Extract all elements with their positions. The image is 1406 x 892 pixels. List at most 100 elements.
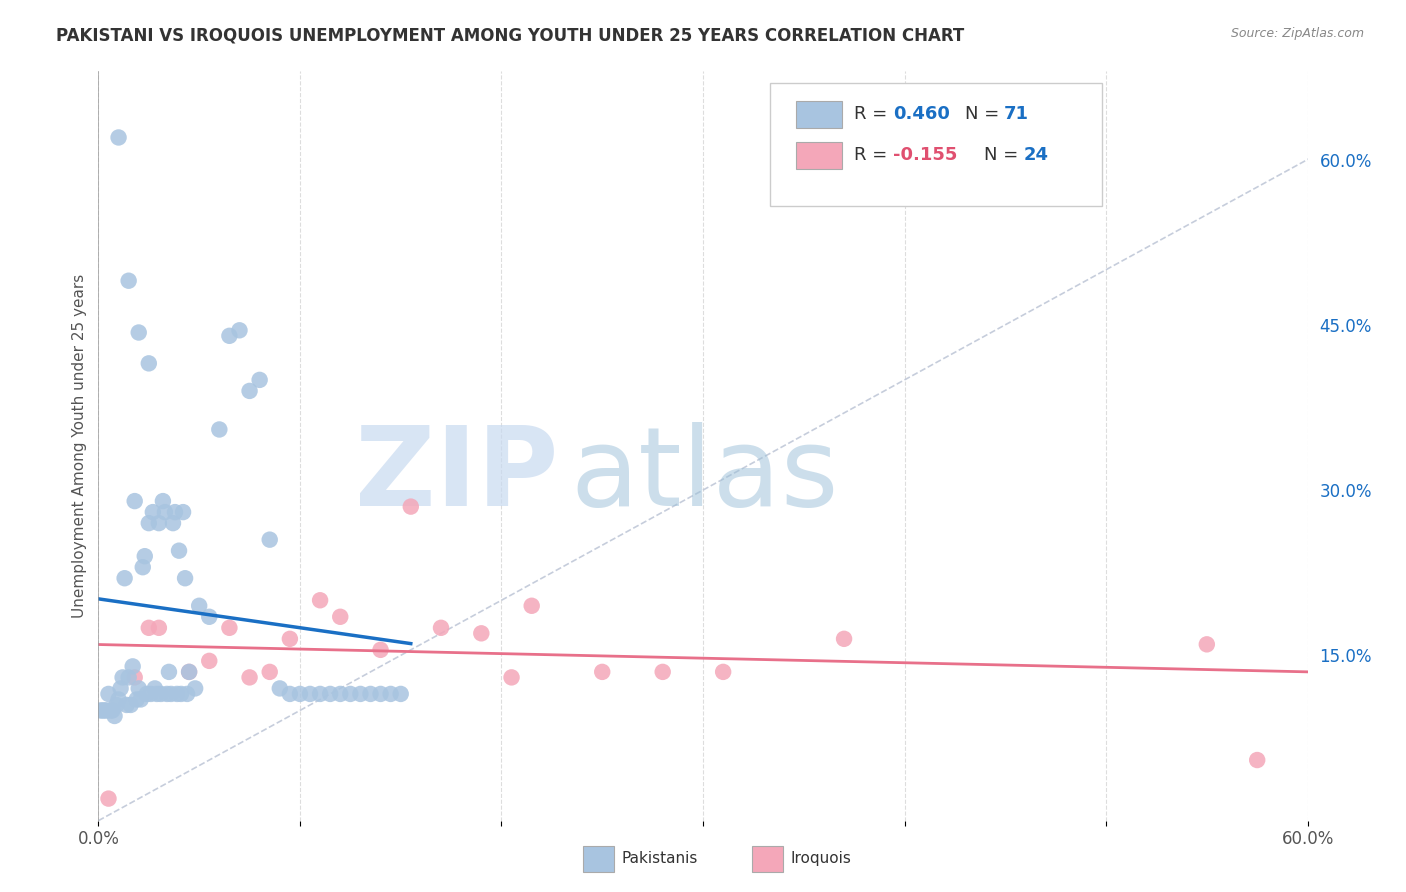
Point (501, 670, 523, 684)
Point (179, 665, 201, 679)
Text: 24: 24 (1024, 146, 1049, 164)
Point (172, 505, 194, 519)
Point (120, 698, 142, 712)
Point (118, 670, 141, 684)
Point (135, 687, 157, 701)
Point (208, 422, 231, 436)
Point (711, 665, 734, 679)
Point (89, 703, 111, 717)
Point (288, 687, 311, 701)
Point (91, 703, 114, 717)
Point (96, 703, 118, 717)
Point (146, 687, 169, 701)
Point (138, 356, 160, 370)
Point (218, 328, 240, 343)
Point (370, 687, 392, 701)
Text: 0.460: 0.460 (893, 105, 949, 123)
FancyBboxPatch shape (796, 142, 842, 169)
Point (110, 681, 132, 696)
Text: ZIP: ZIP (354, 423, 558, 530)
Point (129, 692, 152, 706)
Point (179, 665, 201, 679)
Y-axis label: Unemployment Among Youth under 25 years: Unemployment Among Youth under 25 years (72, 274, 87, 618)
Point (143, 681, 166, 696)
Point (163, 505, 186, 519)
Point (319, 687, 342, 701)
Point (239, 670, 262, 684)
Point (105, 698, 128, 712)
Point (389, 687, 412, 701)
Point (309, 687, 332, 701)
FancyBboxPatch shape (796, 101, 842, 128)
Point (160, 687, 183, 701)
Text: Iroquois: Iroquois (790, 852, 851, 866)
Point (198, 654, 221, 668)
Point (128, 326, 150, 340)
Point (100, 703, 122, 717)
Point (228, 323, 250, 337)
Point (188, 599, 211, 613)
Point (167, 543, 190, 558)
Point (360, 687, 382, 701)
Point (153, 505, 176, 519)
Point (111, 670, 134, 684)
Point (349, 687, 371, 701)
Point (259, 665, 281, 679)
Point (97, 791, 120, 805)
FancyBboxPatch shape (769, 83, 1102, 206)
Point (470, 626, 492, 640)
Point (1246, 753, 1268, 767)
Point (218, 621, 240, 635)
Point (1195, 637, 1218, 651)
Point (170, 687, 193, 701)
Point (149, 687, 172, 701)
Point (152, 494, 174, 508)
Point (97, 687, 120, 701)
Point (184, 681, 207, 696)
Point (239, 384, 262, 398)
Point (174, 571, 197, 585)
Point (124, 670, 146, 684)
Point (107, 130, 129, 145)
Text: N =: N = (966, 105, 1005, 123)
Point (115, 698, 138, 712)
Point (121, 659, 143, 673)
Text: R =: R = (855, 105, 893, 123)
Point (138, 516, 160, 530)
Text: R =: R = (855, 146, 893, 164)
Point (309, 593, 332, 607)
Point (128, 681, 150, 696)
Point (370, 643, 392, 657)
Point (134, 549, 156, 564)
Point (259, 533, 281, 547)
Point (430, 621, 453, 635)
Text: -0.155: -0.155 (893, 146, 957, 164)
Point (832, 632, 855, 646)
Point (162, 516, 184, 530)
Text: PAKISTANI VS IROQUOIS UNEMPLOYMENT AMONG YOUTH UNDER 25 YEARS CORRELATION CHART: PAKISTANI VS IROQUOIS UNEMPLOYMENT AMONG… (56, 27, 965, 45)
Point (329, 609, 352, 624)
Point (339, 687, 361, 701)
Text: Pakistanis: Pakistanis (621, 852, 697, 866)
Point (380, 687, 402, 701)
Point (166, 687, 188, 701)
Point (107, 692, 129, 706)
Point (103, 709, 125, 723)
Point (101, 703, 124, 717)
Text: N =: N = (984, 146, 1024, 164)
Point (651, 665, 673, 679)
Text: Source: ZipAtlas.com: Source: ZipAtlas.com (1230, 27, 1364, 40)
Point (591, 665, 613, 679)
Point (157, 665, 180, 679)
Point (269, 681, 291, 696)
Point (138, 621, 160, 635)
Text: atlas: atlas (569, 423, 838, 530)
Point (132, 560, 155, 574)
Point (278, 632, 301, 646)
Point (278, 687, 301, 701)
Point (148, 621, 170, 635)
Point (142, 505, 165, 519)
Point (299, 687, 322, 701)
Point (124, 494, 146, 508)
Text: 71: 71 (1004, 105, 1029, 123)
